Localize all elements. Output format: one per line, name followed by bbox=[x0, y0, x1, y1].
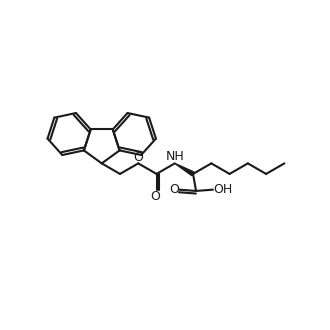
Text: NH: NH bbox=[165, 150, 184, 163]
Text: O: O bbox=[133, 151, 143, 164]
Text: O: O bbox=[150, 190, 160, 203]
Text: O: O bbox=[169, 183, 179, 196]
Text: OH: OH bbox=[213, 183, 232, 196]
Polygon shape bbox=[175, 163, 194, 176]
